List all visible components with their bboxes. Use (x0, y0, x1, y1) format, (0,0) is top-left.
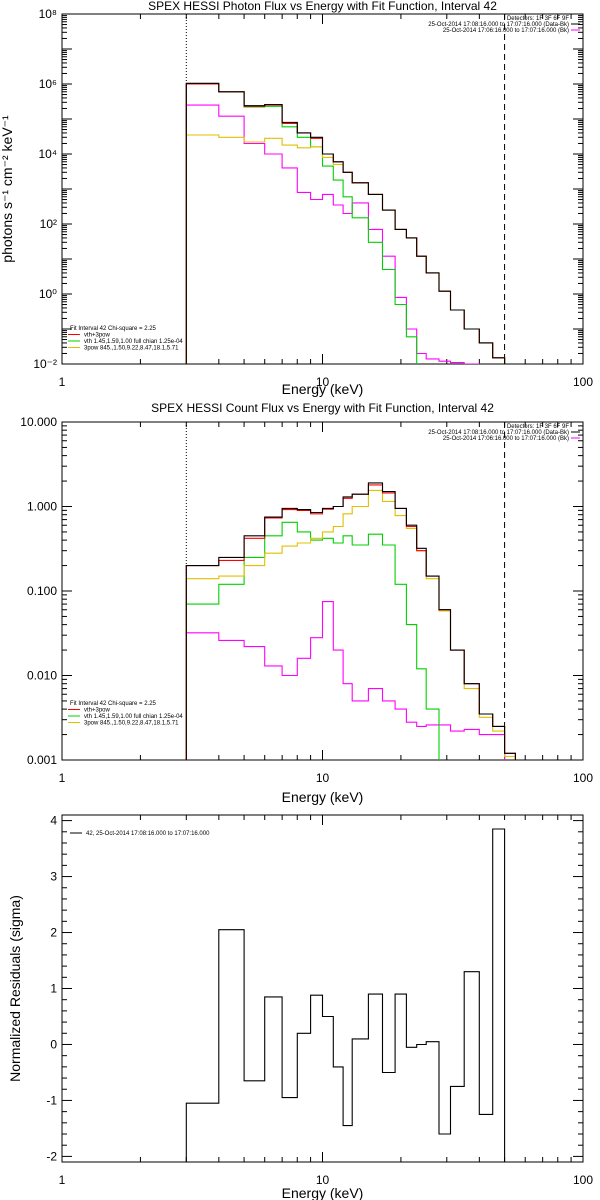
x-tick-label: 1 (59, 1173, 66, 1187)
y-tick-label: 1 (50, 982, 57, 996)
y-tick-label: 4 (50, 814, 57, 828)
top-legend-text: 25-Oct-2014 17:06:16.000 to 17:07:16.000… (443, 28, 569, 34)
chart-title: SPEX HESSI Photon Flux vs Energy with Fi… (148, 0, 497, 13)
y-axis-label: Normalized Residuals (sigma) (7, 895, 23, 1082)
y-tick-label: -1 (46, 1093, 57, 1107)
y-tick-label: 10⁻² (33, 357, 57, 371)
series-line-3pow (185, 489, 516, 760)
x-tick-label: 100 (573, 1173, 593, 1187)
y-tick-label: 10⁸ (39, 7, 57, 21)
y-tick-label: 10.000 (20, 415, 57, 429)
x-tick-label: 1 (59, 771, 66, 785)
y-tick-label: 0.010 (27, 669, 57, 683)
y-tick-label: 0.100 (27, 584, 57, 598)
top-legend-text: Detectors: 1F 3F 6F 9F (507, 424, 569, 430)
series-line-vth (185, 83, 418, 364)
y-tick-label: 10⁴ (38, 147, 57, 161)
series-line-vth (185, 521, 440, 760)
series-line-vth-3pow (185, 484, 516, 760)
y-axis-label: photons s⁻¹ cm⁻² keV⁻¹ (0, 115, 15, 263)
top-legend-text: Detectors: 1F 3F 6F 9F (507, 16, 569, 22)
chart-panel-3: 1 10 100 -2 -1 0 1 2 3 4 Energy (keV) Normalized Re… (7, 814, 593, 1200)
fit-legend-text: vth 1.45,1.59,1.00 full chian 1.25e-04 (84, 339, 183, 345)
fit-legend-text: 3pow 845.,1.50,9.22,8.47,18.1,5.71 (84, 721, 179, 727)
fit-legend-text: vth+3pow (84, 708, 111, 714)
y-tick-label: 10² (40, 217, 57, 231)
y-tick-label: 3 (50, 870, 57, 884)
y-tick-label: 2 (50, 926, 57, 940)
y-tick-label: 10⁰ (39, 287, 57, 301)
fit-legend-text: Fit Interval 42 Chi-square = 2.25 (70, 326, 157, 332)
x-tick-label: 100 (573, 375, 593, 389)
y-tick-label: -2 (46, 1149, 57, 1163)
y-tick-label: 10⁶ (39, 77, 57, 91)
x-tick-label: 1 (59, 375, 66, 389)
chart-panel-1: SPEX HESSI Photon Flux vs Energy with Fi… (0, 0, 593, 397)
series-line-bk (185, 104, 480, 364)
top-legend-text: 25-Oct-2014 17:08:16.000 to 17:07:16.000… (428, 430, 569, 436)
series-line-bk (185, 601, 506, 760)
y-tick-label: 1.000 (27, 500, 57, 514)
x-axis-label: Energy (keV) (282, 1185, 364, 1200)
series-line-vth-3pow (185, 83, 516, 364)
series-line-3pow (185, 134, 516, 364)
series-line-data-bk (185, 482, 516, 760)
fit-legend-text: Fit Interval 42 Chi-square = 2.25 (70, 701, 157, 707)
x-tick-label: 10 (316, 375, 330, 389)
chart-title: SPEX HESSI Count Flux vs Energy with Fit… (151, 401, 494, 415)
chart-panel-2: SPEX HESSI Count Flux vs Energy with Fit… (20, 401, 593, 805)
fit-legend-text: vth+3pow (84, 333, 111, 339)
top-legend-text: 25-Oct-2014 17:08:16.000 to 17:07:16.000… (428, 22, 569, 28)
x-tick-label: 10 (316, 1173, 330, 1187)
x-axis-label: Energy (keV) (282, 381, 364, 397)
x-axis-label: Energy (keV) (282, 789, 364, 805)
series-line-42-25-oct-2014-17-08-16-000-to-17-07-16-000 (185, 828, 506, 1162)
fit-legend-text: 3pow 845.,1.50,9.22,8.47,18.1,5.71 (84, 346, 179, 352)
y-tick-label: 0.001 (27, 753, 57, 767)
residual-legend-text: 42, 25-Oct-2014 17:08:16.000 to 17:07:16… (86, 831, 210, 837)
y-tick-label: 0 (50, 1037, 57, 1051)
top-legend-text: 25-Oct-2014 17:06:16.000 to 17:07:16.000… (443, 436, 569, 442)
x-tick-label: 10 (316, 771, 330, 785)
series-line-data-bk (185, 82, 516, 364)
fit-legend-text: vth 1.45,1.59,1.00 full chian 1.25e-04 (84, 714, 183, 720)
x-tick-label: 100 (573, 771, 593, 785)
